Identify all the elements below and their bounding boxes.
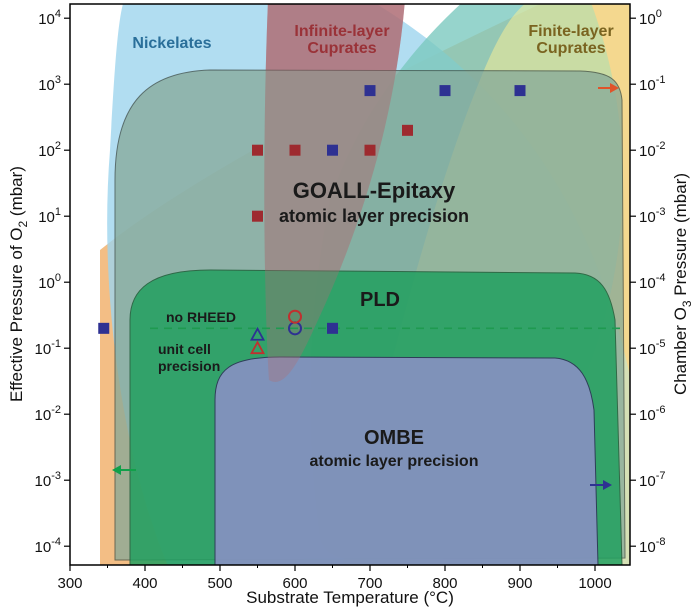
y2-tick-label: 10-4	[639, 272, 665, 292]
region-label-pld: PLD	[360, 289, 400, 311]
data-point-square	[439, 85, 451, 97]
annotation-no-rheed: no RHEED	[166, 309, 236, 325]
x-tick-label: 500	[207, 575, 232, 592]
data-point-square	[402, 124, 413, 136]
arrow-right-axis-orange	[598, 83, 619, 93]
arrow-left-axis	[112, 465, 136, 475]
region-infinite-overlay	[264, 4, 405, 382]
data-point-triangle	[249, 326, 266, 341]
y-tick-label: 10-4	[35, 536, 61, 556]
x-tick-label: 700	[357, 575, 382, 592]
y-tick-label: 10-1	[35, 338, 61, 358]
data-point-circle	[288, 309, 302, 324]
data-point-square	[289, 144, 301, 156]
region-label-ombe: OMBE	[364, 427, 424, 449]
data-point-square	[327, 322, 338, 334]
region-label-infinite-line1: Infinite-layer	[294, 23, 389, 40]
data-point-square	[327, 144, 338, 156]
y2-tick-label: 10-3	[639, 206, 665, 226]
region-label-nickelates: Nickelates	[132, 35, 211, 52]
x-tick-label: 900	[507, 575, 532, 592]
x-tick-label: 400	[132, 575, 157, 592]
y2-tick-label: 100	[639, 8, 662, 28]
y2-tick-label: 10-2	[639, 140, 665, 160]
data-point-square	[252, 210, 263, 222]
markers	[98, 85, 526, 355]
region-label-ombe-subtitle: atomic layer precision	[310, 453, 479, 470]
y2-tick-label: 10-8	[639, 536, 665, 556]
region-label-finite-line2: Cuprates	[536, 40, 605, 57]
x-axis-title: Substrate Temperature (°C)	[246, 588, 454, 607]
x-tick-label: 800	[432, 575, 457, 592]
y2-tick-label: 10-1	[639, 74, 665, 94]
y2-axis-title: Chamber O3 Pressure (mbar)	[671, 173, 694, 395]
y-tick-label: 10-2	[35, 404, 61, 424]
region-label-finite-line1: Finite-layer	[528, 23, 613, 40]
y2-tick-label: 10-6	[639, 404, 665, 424]
y-tick-label: 104	[38, 8, 61, 28]
data-point-square	[364, 144, 376, 156]
x-tick-label: 300	[57, 575, 82, 592]
y-tick-label: 100	[38, 272, 61, 292]
region-label-goall-subtitle: atomic layer precision	[279, 206, 469, 226]
y-tick-label: 102	[38, 140, 61, 160]
region-label-goall: GOALL-Epitaxy	[293, 178, 456, 203]
regions	[100, 4, 630, 565]
y2-tick-label: 10-5	[639, 338, 665, 358]
plot-frame	[69, 3, 631, 566]
y-axis-title: Effective Pressure of O2 (mbar)	[7, 166, 30, 402]
data-point-square	[514, 85, 526, 97]
arrow-right-axis-navy	[590, 480, 612, 490]
x-tick-label: 600	[282, 575, 307, 592]
y-tick-label: 103	[38, 74, 61, 94]
data-point-square	[364, 85, 376, 97]
y-tick-label: 10-3	[35, 470, 61, 490]
y-tick-label: 101	[38, 206, 61, 226]
region-ombe	[214, 356, 599, 565]
data-point-square	[98, 322, 110, 334]
axis-ticks: 300 400 500 600 700 800 900 1000 10-4 10-3 10-2 10-…	[35, 8, 666, 592]
data-point-square	[252, 144, 263, 156]
region-label-infinite-line2: Cuprates	[307, 40, 376, 57]
data-point-triangle	[249, 340, 266, 355]
x-tick-label: 1000	[578, 575, 611, 592]
annotation-unit-cell-line2: precision	[158, 358, 220, 374]
y2-tick-label: 10-7	[639, 470, 665, 490]
annotation-unit-cell-line1: unit cell	[158, 341, 211, 357]
